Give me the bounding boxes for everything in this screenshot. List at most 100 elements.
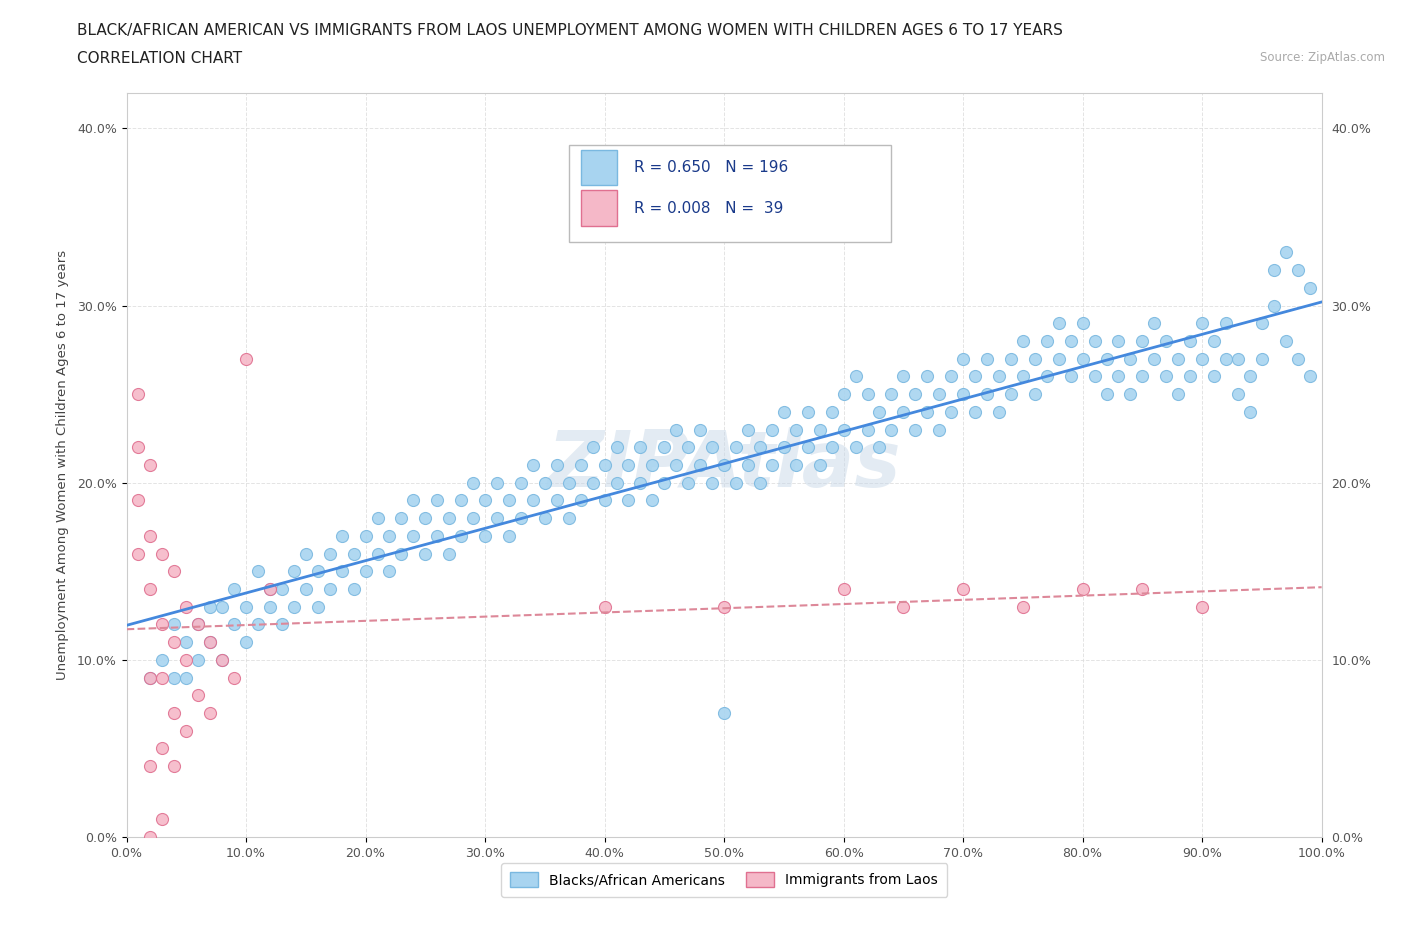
- Point: [952, 387, 974, 402]
- Point: [546, 458, 568, 472]
- Point: [1035, 369, 1059, 384]
- Legend: Blacks/African Americans, Immigrants from Laos: Blacks/African Americans, Immigrants fro…: [501, 863, 948, 897]
- Point: [917, 369, 939, 384]
- Point: [748, 475, 770, 490]
- Point: [270, 617, 294, 631]
- Point: [139, 581, 162, 596]
- Text: R = 0.650   N = 196: R = 0.650 N = 196: [634, 160, 789, 175]
- Point: [928, 387, 950, 402]
- Point: [856, 387, 879, 402]
- Point: [808, 458, 831, 472]
- Point: [605, 440, 627, 455]
- Point: [676, 440, 699, 455]
- Point: [605, 475, 627, 490]
- Point: [1226, 387, 1249, 402]
- Point: [413, 511, 436, 525]
- Point: [486, 475, 509, 490]
- Point: [569, 458, 592, 472]
- Point: [700, 475, 723, 490]
- Point: [1167, 352, 1189, 366]
- Point: [1060, 334, 1083, 349]
- Point: [761, 458, 783, 472]
- Point: [318, 546, 342, 561]
- Point: [713, 458, 735, 472]
- Point: [354, 528, 377, 543]
- Point: [904, 422, 927, 437]
- Point: [1000, 387, 1022, 402]
- Point: [641, 493, 664, 508]
- Point: [1154, 334, 1177, 349]
- Point: [1130, 369, 1153, 384]
- Point: [200, 599, 222, 614]
- Point: [963, 405, 986, 419]
- Point: [939, 405, 962, 419]
- Point: [426, 528, 449, 543]
- Point: [283, 599, 305, 614]
- Point: [1011, 369, 1033, 384]
- Point: [378, 564, 401, 578]
- Point: [1286, 352, 1309, 366]
- Point: [832, 581, 855, 596]
- Point: [1108, 334, 1130, 349]
- Point: [174, 634, 197, 649]
- Point: [235, 634, 257, 649]
- Point: [1178, 334, 1201, 349]
- Point: [557, 475, 581, 490]
- Point: [150, 546, 174, 561]
- Point: [725, 475, 748, 490]
- Point: [163, 706, 186, 721]
- Point: [617, 458, 640, 472]
- Point: [1298, 369, 1320, 384]
- Point: [174, 653, 197, 668]
- Point: [247, 564, 270, 578]
- Point: [1178, 369, 1201, 384]
- Point: [796, 405, 818, 419]
- Point: [569, 493, 592, 508]
- Point: [689, 458, 711, 472]
- Point: [222, 671, 246, 685]
- Point: [987, 369, 1010, 384]
- Point: [163, 634, 186, 649]
- Point: [1060, 369, 1083, 384]
- Point: [939, 369, 962, 384]
- Point: [366, 546, 388, 561]
- Point: [139, 671, 162, 685]
- Point: [725, 440, 748, 455]
- Point: [1263, 262, 1285, 277]
- Point: [187, 617, 209, 631]
- Point: [163, 564, 186, 578]
- Point: [808, 422, 831, 437]
- Point: [366, 511, 388, 525]
- Point: [259, 581, 281, 596]
- Point: [498, 528, 520, 543]
- Point: [343, 546, 366, 561]
- Point: [832, 387, 855, 402]
- Point: [150, 812, 174, 827]
- Point: [1191, 316, 1213, 331]
- Point: [1071, 352, 1094, 366]
- Point: [1250, 352, 1272, 366]
- Point: [1095, 387, 1118, 402]
- Point: [461, 511, 484, 525]
- Point: [1191, 599, 1213, 614]
- Point: [378, 528, 401, 543]
- Point: [773, 405, 796, 419]
- Point: [163, 759, 186, 774]
- Point: [127, 546, 149, 561]
- Point: [1071, 316, 1094, 331]
- FancyBboxPatch shape: [581, 191, 616, 226]
- Point: [880, 422, 903, 437]
- Point: [1011, 334, 1033, 349]
- Point: [628, 475, 651, 490]
- Point: [785, 458, 807, 472]
- Point: [1035, 334, 1059, 349]
- Point: [832, 422, 855, 437]
- Point: [1154, 369, 1177, 384]
- Point: [294, 581, 316, 596]
- Point: [318, 581, 342, 596]
- Point: [187, 617, 209, 631]
- Point: [976, 352, 998, 366]
- Point: [200, 634, 222, 649]
- Point: [1000, 352, 1022, 366]
- Point: [1298, 281, 1320, 296]
